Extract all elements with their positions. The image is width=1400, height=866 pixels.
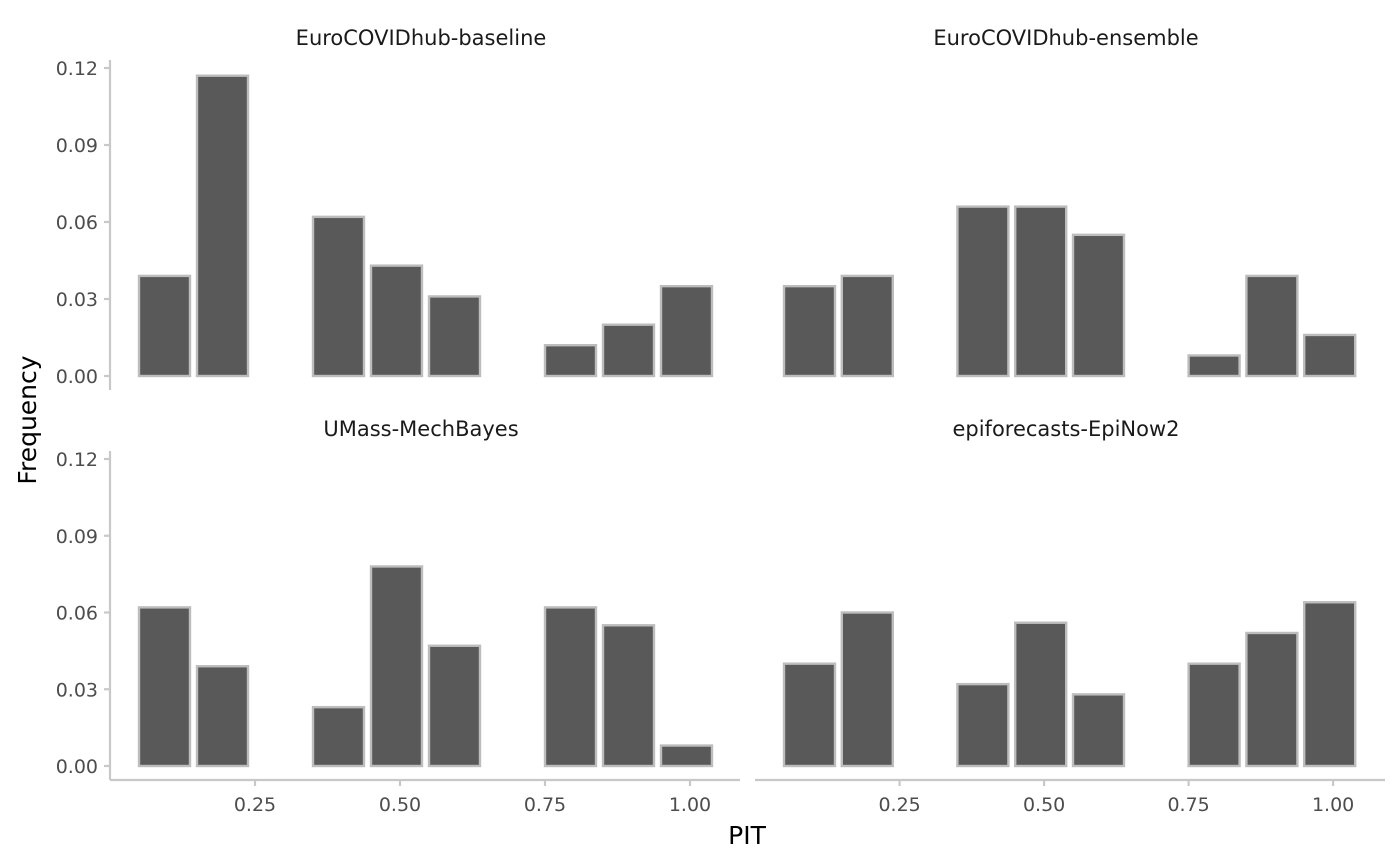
panel-4: epiforecasts-EpiNow2 0.25 0.50 0.75 1.00 xyxy=(755,417,1385,816)
bar xyxy=(659,744,714,768)
y-tick-label: 0.03 xyxy=(56,679,98,701)
bar xyxy=(840,611,894,768)
bar xyxy=(782,662,837,768)
bar xyxy=(1187,354,1241,378)
x-tick-label: 0.75 xyxy=(524,794,566,816)
y-tick-label: 0.09 xyxy=(56,135,98,157)
bar xyxy=(1302,333,1357,378)
bar xyxy=(427,644,482,768)
bar xyxy=(543,606,598,768)
bar xyxy=(311,705,366,768)
bar xyxy=(1071,233,1126,378)
panels: EuroCOVIDhub-baseline 0.00 0.03 0.06 0.09 0.1… xyxy=(56,26,1385,816)
bar xyxy=(1245,631,1299,768)
bar xyxy=(1014,205,1068,378)
panel-title: EuroCOVIDhub-baseline xyxy=(296,26,547,50)
y-axis-title: Frequency xyxy=(13,355,42,484)
bar xyxy=(1245,274,1299,378)
y-tick-label: 0.06 xyxy=(56,212,98,234)
bar xyxy=(659,284,714,378)
bar xyxy=(601,624,656,768)
bar xyxy=(137,274,192,378)
y-tick-label: 0.09 xyxy=(56,526,98,548)
bar xyxy=(543,344,598,378)
bar xyxy=(956,682,1010,768)
bar xyxy=(1071,693,1126,768)
x-tick-label: 0.25 xyxy=(234,794,276,816)
bar xyxy=(369,264,424,378)
panel-title: UMass-MechBayes xyxy=(323,417,518,441)
panel-3: UMass-MechBayes 0.00 0.03 0.06 0.09 0.12 0.25 0… xyxy=(56,417,740,816)
bar xyxy=(137,606,192,768)
panel-title: epiforecasts-EpiNow2 xyxy=(952,417,1179,441)
bar xyxy=(311,215,366,378)
bar xyxy=(601,323,656,378)
bar xyxy=(1014,621,1068,768)
bar xyxy=(195,74,250,378)
bar xyxy=(1187,662,1241,768)
y-tick-label: 0.00 xyxy=(56,366,98,388)
bar xyxy=(1302,601,1357,768)
bar xyxy=(427,295,482,378)
y-tick-label: 0.00 xyxy=(56,756,98,778)
bar xyxy=(369,565,424,768)
y-tick-label: 0.12 xyxy=(56,449,98,471)
bar xyxy=(956,205,1010,378)
y-tick-label: 0.03 xyxy=(56,289,98,311)
y-tick-label: 0.06 xyxy=(56,603,98,625)
x-tick-label: 0.50 xyxy=(379,794,421,816)
x-tick-label: 1.00 xyxy=(669,794,711,816)
x-tick-label: 0.50 xyxy=(1023,794,1065,816)
x-tick-label: 0.25 xyxy=(878,794,920,816)
x-tick-label: 1.00 xyxy=(1312,794,1354,816)
bar xyxy=(782,284,837,378)
x-axis-title: PIT xyxy=(728,821,766,850)
panel-title: EuroCOVIDhub-ensemble xyxy=(933,26,1198,50)
panel-2: EuroCOVIDhub-ensemble xyxy=(782,26,1357,378)
y-tick-label: 0.12 xyxy=(56,58,98,80)
x-tick-label: 0.75 xyxy=(1167,794,1209,816)
bar xyxy=(840,274,894,378)
bar xyxy=(195,665,250,768)
panel-1: EuroCOVIDhub-baseline 0.00 0.03 0.06 0.09 0.1… xyxy=(56,26,714,390)
